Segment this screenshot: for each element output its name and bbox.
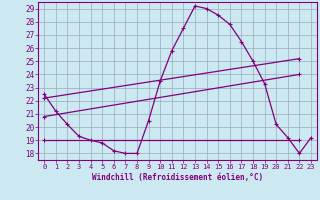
X-axis label: Windchill (Refroidissement éolien,°C): Windchill (Refroidissement éolien,°C) [92,173,263,182]
